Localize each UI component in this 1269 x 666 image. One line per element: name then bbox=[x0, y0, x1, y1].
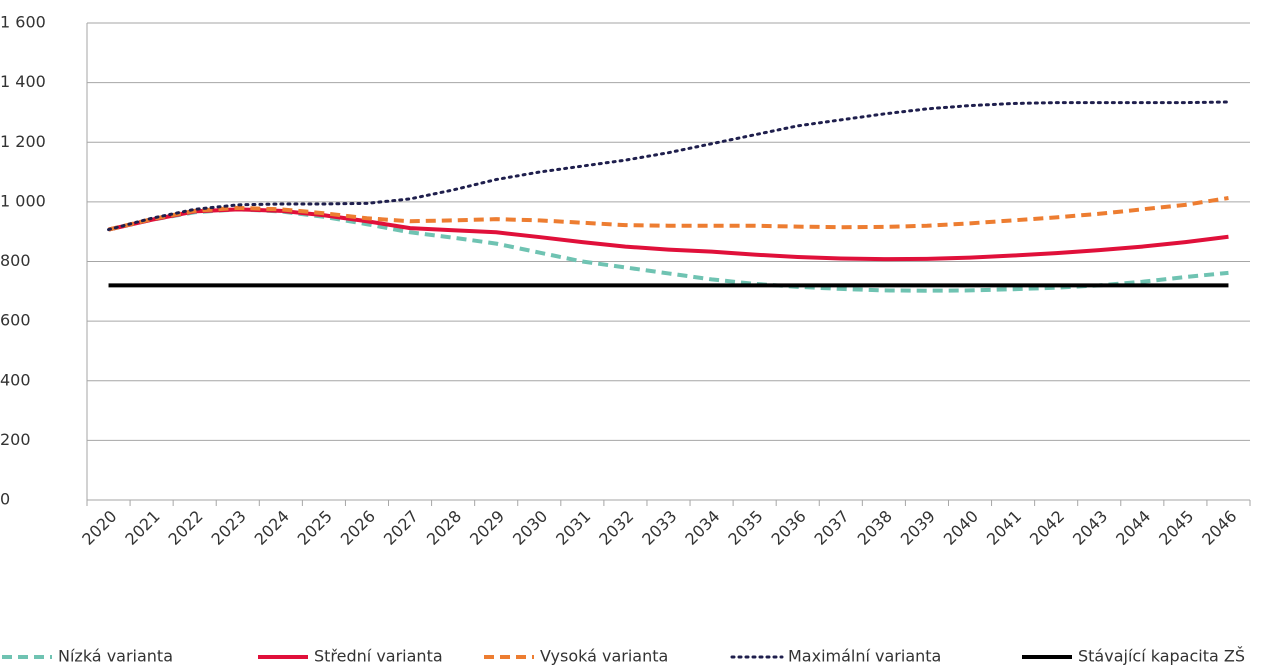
y-tick-label: 1 200 bbox=[0, 132, 46, 151]
series-line bbox=[108, 207, 1229, 293]
legend-label: Maximální varianta bbox=[788, 647, 941, 666]
x-tick-label: 2027 bbox=[380, 507, 422, 549]
x-tick-label: 2038 bbox=[854, 507, 896, 549]
x-tick-label: 2022 bbox=[164, 507, 206, 549]
x-tick-label: 2032 bbox=[595, 507, 637, 549]
series-line bbox=[108, 196, 1229, 232]
y-tick-label: 1 400 bbox=[0, 72, 46, 91]
x-tick-label: 2024 bbox=[251, 507, 293, 549]
x-tick-label: 2031 bbox=[552, 507, 594, 549]
legend-label: Stávající kapacita ZŠ bbox=[1078, 647, 1245, 666]
y-tick-label: 1 600 bbox=[0, 13, 46, 32]
x-tick-label: 2021 bbox=[121, 507, 163, 549]
x-tick-label: 2026 bbox=[337, 507, 379, 549]
x-tick-label: 2041 bbox=[983, 507, 1025, 549]
x-tick-label: 2044 bbox=[1112, 507, 1154, 549]
x-tick-label: 2035 bbox=[724, 507, 766, 549]
x-tick-label: 2033 bbox=[638, 507, 680, 549]
x-tick-label: 2030 bbox=[509, 507, 551, 549]
x-tick-label: 2040 bbox=[940, 507, 982, 549]
x-tick-label: 2020 bbox=[78, 507, 120, 549]
x-tick-label: 2028 bbox=[423, 507, 465, 549]
x-tick-label: 2039 bbox=[897, 507, 939, 549]
legend-label: Vysoká varianta bbox=[540, 647, 668, 666]
y-tick-label: 1 000 bbox=[0, 191, 46, 210]
x-tick-label: 2036 bbox=[768, 507, 810, 549]
x-tick-label: 2025 bbox=[294, 507, 336, 549]
legend-label: Nízká varianta bbox=[58, 647, 173, 666]
y-tick-label: 0 bbox=[0, 490, 10, 509]
x-tick-label: 2023 bbox=[208, 507, 250, 549]
y-tick-label: 600 bbox=[0, 311, 31, 330]
y-tick-label: 200 bbox=[0, 430, 31, 449]
x-tick-label: 2029 bbox=[466, 507, 508, 549]
x-tick-label: 2042 bbox=[1026, 507, 1068, 549]
x-tick-label: 2045 bbox=[1155, 507, 1197, 549]
series-line bbox=[108, 207, 1229, 262]
x-tick-label: 2046 bbox=[1198, 507, 1240, 549]
x-tick-label: 2034 bbox=[681, 507, 723, 549]
y-tick-label: 800 bbox=[0, 251, 31, 270]
legend-label: Střední varianta bbox=[314, 647, 443, 666]
series-line bbox=[107, 100, 1230, 232]
x-tick-label: 2043 bbox=[1069, 507, 1111, 549]
y-tick-label: 400 bbox=[0, 370, 31, 389]
x-tick-label: 2037 bbox=[811, 507, 853, 549]
